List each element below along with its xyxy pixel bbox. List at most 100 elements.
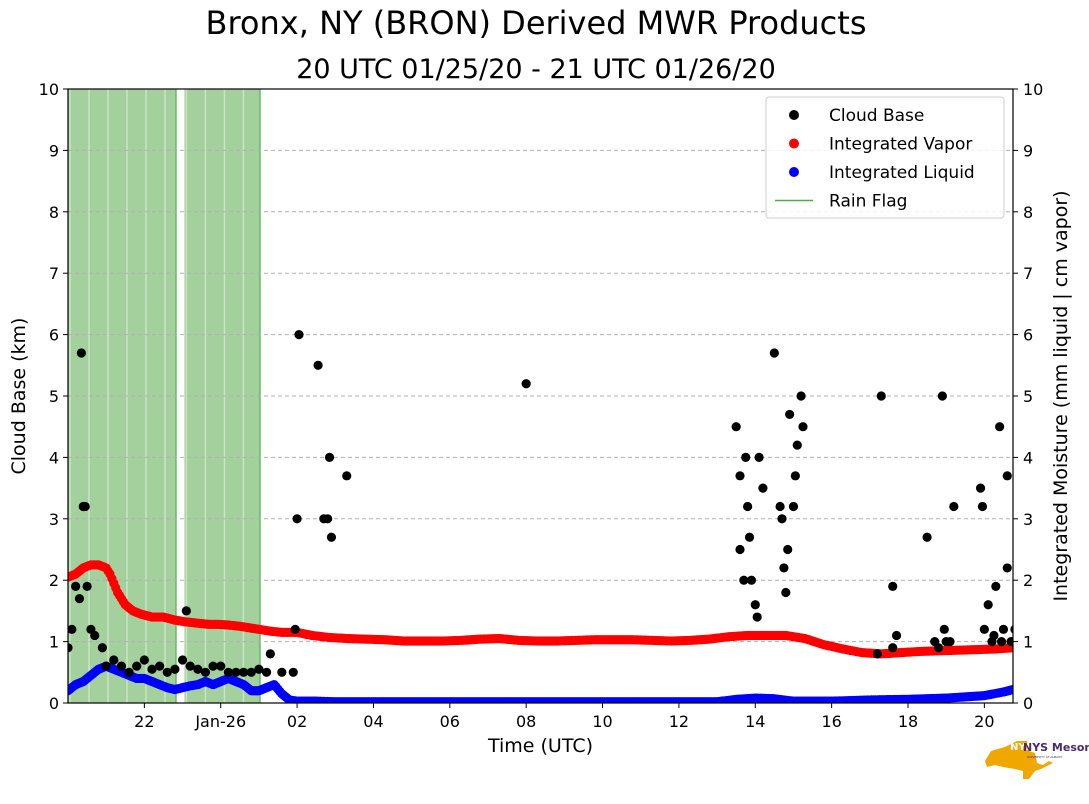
data-point — [223, 667, 233, 677]
y2-tick-label: 10 — [1023, 80, 1043, 99]
data-point — [216, 661, 226, 671]
data-point — [292, 514, 302, 524]
data-point — [746, 575, 757, 585]
data-point — [313, 360, 323, 370]
y2-tick-label: 7 — [1023, 264, 1033, 283]
data-point — [193, 664, 203, 674]
data-point — [239, 667, 249, 677]
y-tick-label: 6 — [49, 326, 59, 345]
x-axis-label: Time (UTC) — [487, 735, 593, 757]
legend-swatch — [789, 110, 799, 120]
logo-ny-text: NYS — [1010, 742, 1033, 753]
data-point — [290, 624, 300, 634]
y-tick-label: 8 — [49, 203, 59, 222]
data-point — [109, 655, 119, 665]
data-point — [752, 612, 762, 622]
x-tick-label: 08 — [516, 712, 536, 731]
x-tick-label: 18 — [898, 712, 918, 731]
series-cloud-base — [68, 330, 1040, 677]
data-point — [779, 563, 789, 573]
data-point — [323, 514, 333, 524]
data-point — [1026, 612, 1035, 621]
data-point — [735, 471, 745, 481]
data-point — [995, 422, 1005, 432]
data-point — [1031, 422, 1040, 431]
data-point — [949, 501, 959, 512]
data-point — [977, 501, 988, 512]
data-point — [872, 649, 883, 659]
data-point — [743, 501, 753, 512]
legend-swatch — [789, 138, 799, 149]
y-tick-label: 1 — [49, 633, 59, 652]
x-tick-label: 10 — [592, 712, 612, 731]
data-point — [979, 624, 989, 634]
x-tick-label: 16 — [821, 712, 841, 731]
data-point — [1006, 637, 1013, 647]
data-point — [521, 379, 531, 389]
data-point — [975, 483, 986, 493]
data-point — [1016, 612, 1025, 621]
x-tick-label: 06 — [440, 712, 460, 731]
data-point — [294, 330, 304, 340]
chart-subtitle: 20 UTC 01/25/20 - 21 UTC 01/26/20 — [296, 54, 776, 85]
data-point — [288, 667, 298, 677]
logo-brand: NYS Mesonet — [1023, 741, 1089, 754]
data-point — [731, 422, 741, 432]
data-point — [998, 624, 1009, 634]
data-point — [132, 661, 142, 671]
data-point — [101, 661, 111, 671]
data-point — [741, 452, 751, 462]
y2-tick-label: 8 — [1023, 203, 1033, 222]
data-point — [769, 348, 779, 358]
data-point — [80, 501, 90, 512]
y2-tick-label: 3 — [1023, 510, 1033, 529]
data-point — [754, 452, 764, 462]
data-point — [246, 667, 256, 677]
data-point — [783, 544, 793, 555]
data-point — [71, 581, 81, 591]
legend-label: Rain Flag — [829, 192, 907, 212]
data-point — [185, 661, 195, 671]
x-tick-label: 02 — [287, 712, 307, 731]
data-point — [82, 581, 92, 591]
data-point — [68, 624, 77, 634]
y-tick-label: 4 — [49, 448, 59, 467]
data-point — [1010, 625, 1013, 634]
data-point — [983, 600, 993, 610]
data-point — [326, 532, 337, 542]
data-point — [739, 575, 749, 585]
y2-tick-label: 9 — [1023, 141, 1033, 160]
data-point — [265, 649, 275, 659]
data-point — [342, 471, 352, 481]
data-point — [155, 661, 165, 671]
data-point — [124, 667, 134, 677]
data-point — [68, 643, 73, 653]
x-tick-label: 22 — [134, 712, 154, 731]
legend-swatch — [789, 167, 799, 177]
y-tick-label: 7 — [49, 264, 59, 283]
plot-frame — [67, 88, 1014, 704]
data-point — [796, 391, 806, 401]
data-point — [139, 655, 149, 665]
data-point — [744, 532, 755, 542]
data-point — [1002, 563, 1012, 573]
legend-label: Integrated Liquid — [829, 163, 975, 183]
x-tick-label: Jan-26 — [194, 712, 246, 731]
data-point — [888, 581, 898, 591]
data-point — [261, 667, 272, 677]
data-point — [231, 667, 241, 677]
nys-mesonet-logo: NYS NYS Mesonet UNIVERSITY AT ALBANY — [983, 737, 1089, 787]
y2-tick-label: 2 — [1023, 571, 1033, 590]
data-point — [777, 514, 787, 524]
data-point — [147, 664, 157, 674]
legend-box — [765, 96, 1005, 219]
data-point — [200, 667, 211, 677]
y-tick-label: 9 — [49, 141, 59, 160]
data-point — [945, 637, 955, 647]
series-integrated-liquid — [68, 661, 1013, 703]
logo-sub: UNIVERSITY AT ALBANY — [1027, 755, 1063, 759]
data-point — [735, 544, 745, 555]
data-point — [324, 452, 335, 462]
y2-tick-label: 1 — [1023, 633, 1033, 652]
y-tick-label: 10 — [39, 80, 59, 99]
